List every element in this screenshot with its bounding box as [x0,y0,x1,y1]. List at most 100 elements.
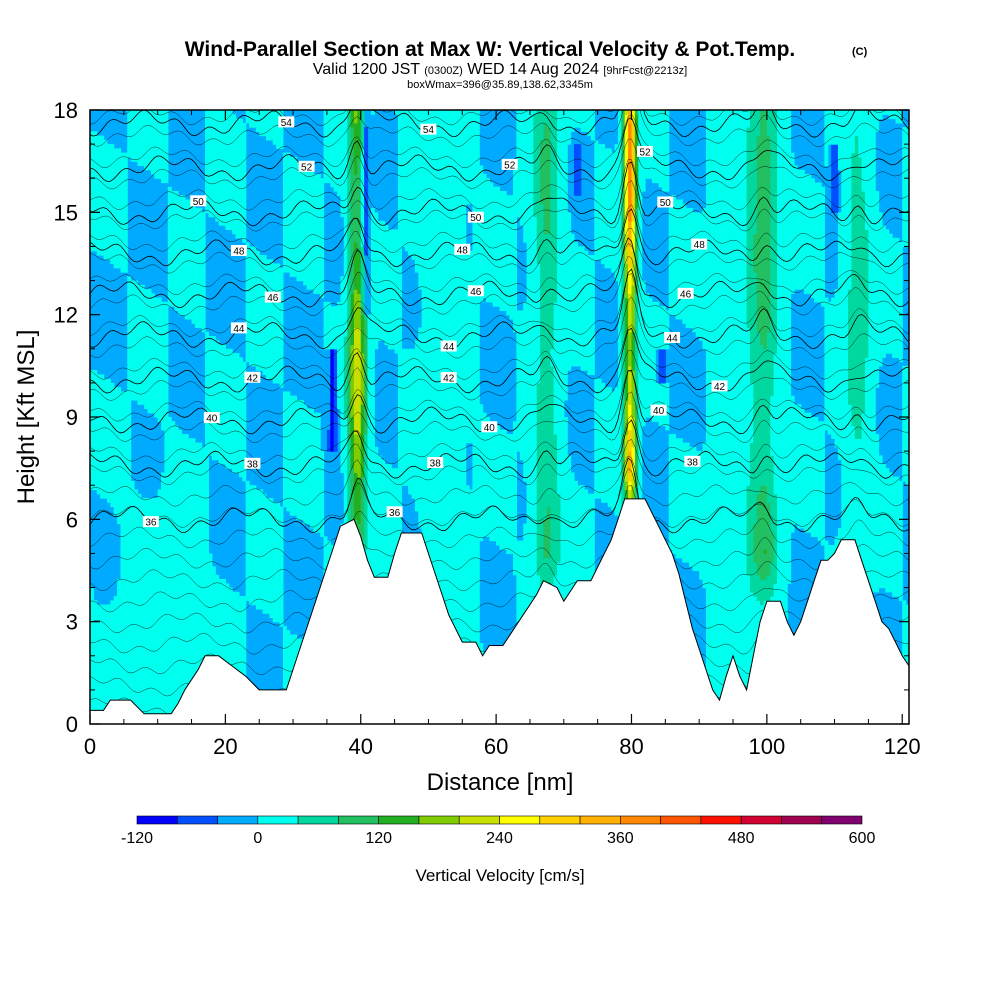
velocity-cell [689,208,693,329]
theta-label-54: 54 [630,80,646,93]
velocity-cell [692,212,697,333]
velocity-cell [661,306,666,350]
theta-label-42: 42 [244,371,261,384]
colorbar-swatch [176,815,218,825]
velocity-cell [766,331,771,503]
velocity-cell [279,110,284,149]
velocity-cell [628,110,633,124]
velocity-cell [546,506,551,559]
velocity-cell [479,165,484,303]
velocity-cell [110,144,115,265]
velocity-cell [560,110,565,614]
velocity-cell [624,297,629,401]
colorbar-tick-label: 120 [365,830,392,847]
velocity-cell [161,110,166,184]
velocity-cell [299,165,304,282]
svg-text:38: 38 [430,459,442,470]
velocity-cell [411,110,416,260]
velocity-cell [465,110,470,205]
velocity-cell [303,165,308,286]
colorbar-swatch [257,815,299,825]
velocity-cell [675,438,680,559]
velocity-cell [763,348,768,486]
velocity-cell [276,263,281,384]
velocity-cell [587,493,592,614]
velocity-cell [567,455,572,606]
velocity-cell [269,259,274,380]
velocity-cell [655,382,660,422]
velocity-cell [117,148,122,269]
velocity-cell [783,110,788,653]
velocity-cell [682,203,687,324]
velocity-cell [651,301,656,422]
x-tick-label: 20 [213,734,237,759]
velocity-cell [573,144,578,196]
velocity-cell [763,549,768,555]
velocity-cell [580,485,585,606]
svg-text:50: 50 [470,213,482,224]
velocity-cell [817,182,822,303]
theta-contour-minor [90,204,909,253]
colorbar-swatch [620,815,661,825]
velocity-cell [242,122,247,243]
velocity-cell [164,301,169,724]
velocity-cell [154,110,159,179]
theta-contour-minor [90,273,909,338]
velocity-cell [137,284,142,405]
velocity-cell [804,412,809,533]
velocity-cell [489,421,494,542]
velocity-cell [651,110,656,184]
velocity-cell [631,446,636,474]
velocity-cell [733,110,737,724]
velocity-cell [123,152,128,273]
svg-text:48: 48 [694,240,706,251]
velocity-cell [106,378,111,503]
velocity-cell [665,382,670,431]
velocity-cell [607,148,612,269]
velocity-cell [898,480,903,601]
velocity-cell [194,442,199,724]
velocity-cell [428,110,433,724]
velocity-cell [587,110,592,137]
velocity-cell [435,110,440,724]
velocity-cell [360,404,365,478]
theta-label-40: 40 [203,412,220,425]
velocity-cell [455,110,460,724]
velocity-cell [279,506,284,627]
svg-text:54: 54 [281,118,293,129]
velocity-cell [164,110,169,184]
velocity-cell [614,387,619,516]
velocity-cell [472,110,477,724]
velocity-cell [885,468,890,593]
velocity-cell [218,344,223,465]
velocity-cell [550,365,555,584]
velocity-cell [546,557,551,589]
velocity-cell [550,110,555,350]
velocity-cell [309,169,314,290]
velocity-cell [861,110,866,192]
velocity-cell [482,173,487,299]
velocity-cell [174,191,179,311]
velocity-cell [211,110,216,218]
velocity-cell [780,110,785,636]
velocity-cell [360,148,365,248]
velocity-cell [523,110,528,243]
velocity-cell [557,561,562,618]
velocity-cell [756,110,761,137]
velocity-cell [678,438,683,559]
velocity-cell [316,173,321,294]
velocity-cell [93,131,98,252]
velocity-cell [330,306,335,350]
colorbar-swatch [217,815,259,825]
velocity-cell [513,169,518,333]
theta-contour-minor [90,561,909,613]
velocity-cell [536,263,541,384]
velocity-cell [526,110,531,687]
velocity-cell [184,199,189,320]
velocity-cell [888,110,893,120]
x-tick-label: 80 [619,734,643,759]
colorbar-tick-label: 240 [486,830,513,847]
velocity-cell [540,139,545,205]
velocity-cell [689,446,693,567]
velocity-cell [631,472,636,486]
